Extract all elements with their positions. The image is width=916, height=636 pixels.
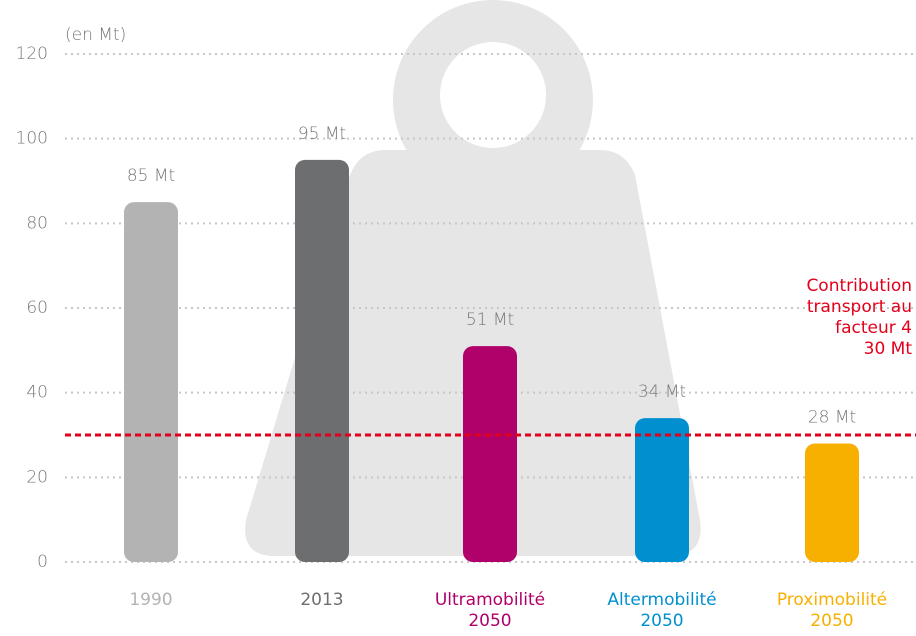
y-tick-label: 60 — [26, 298, 48, 318]
bar — [463, 346, 517, 562]
bar — [124, 202, 178, 562]
bar — [805, 443, 859, 562]
bar — [295, 159, 349, 563]
value-label: 28 Mt — [808, 407, 856, 427]
x-tick-label: 2013 — [300, 590, 344, 610]
value-label: 34 Mt — [638, 382, 686, 402]
bar — [635, 418, 689, 562]
x-tick-label: 1990 — [129, 590, 173, 610]
y-tick-label: 20 — [26, 467, 48, 487]
value-label: 51 Mt — [466, 310, 514, 330]
x-tick-label: Ultramobilité 2050 — [434, 590, 546, 631]
x-tick-label: Altermobilité 2050 — [607, 590, 717, 631]
y-tick-label: 120 — [16, 44, 48, 64]
y-tick-label: 40 — [26, 383, 48, 403]
unit-label: (en Mt) — [65, 25, 126, 45]
y-tick-label: 0 — [37, 552, 48, 572]
value-label: 85 Mt — [127, 166, 175, 186]
value-label: 95 Mt — [298, 124, 346, 144]
x-tick-label: Proximobilité 2050 — [776, 590, 888, 631]
y-tick-label: 100 — [16, 129, 48, 149]
reference-annotation: Contribution transport au facteur 4 30 M… — [806, 276, 912, 359]
y-tick-label: 80 — [26, 213, 48, 233]
